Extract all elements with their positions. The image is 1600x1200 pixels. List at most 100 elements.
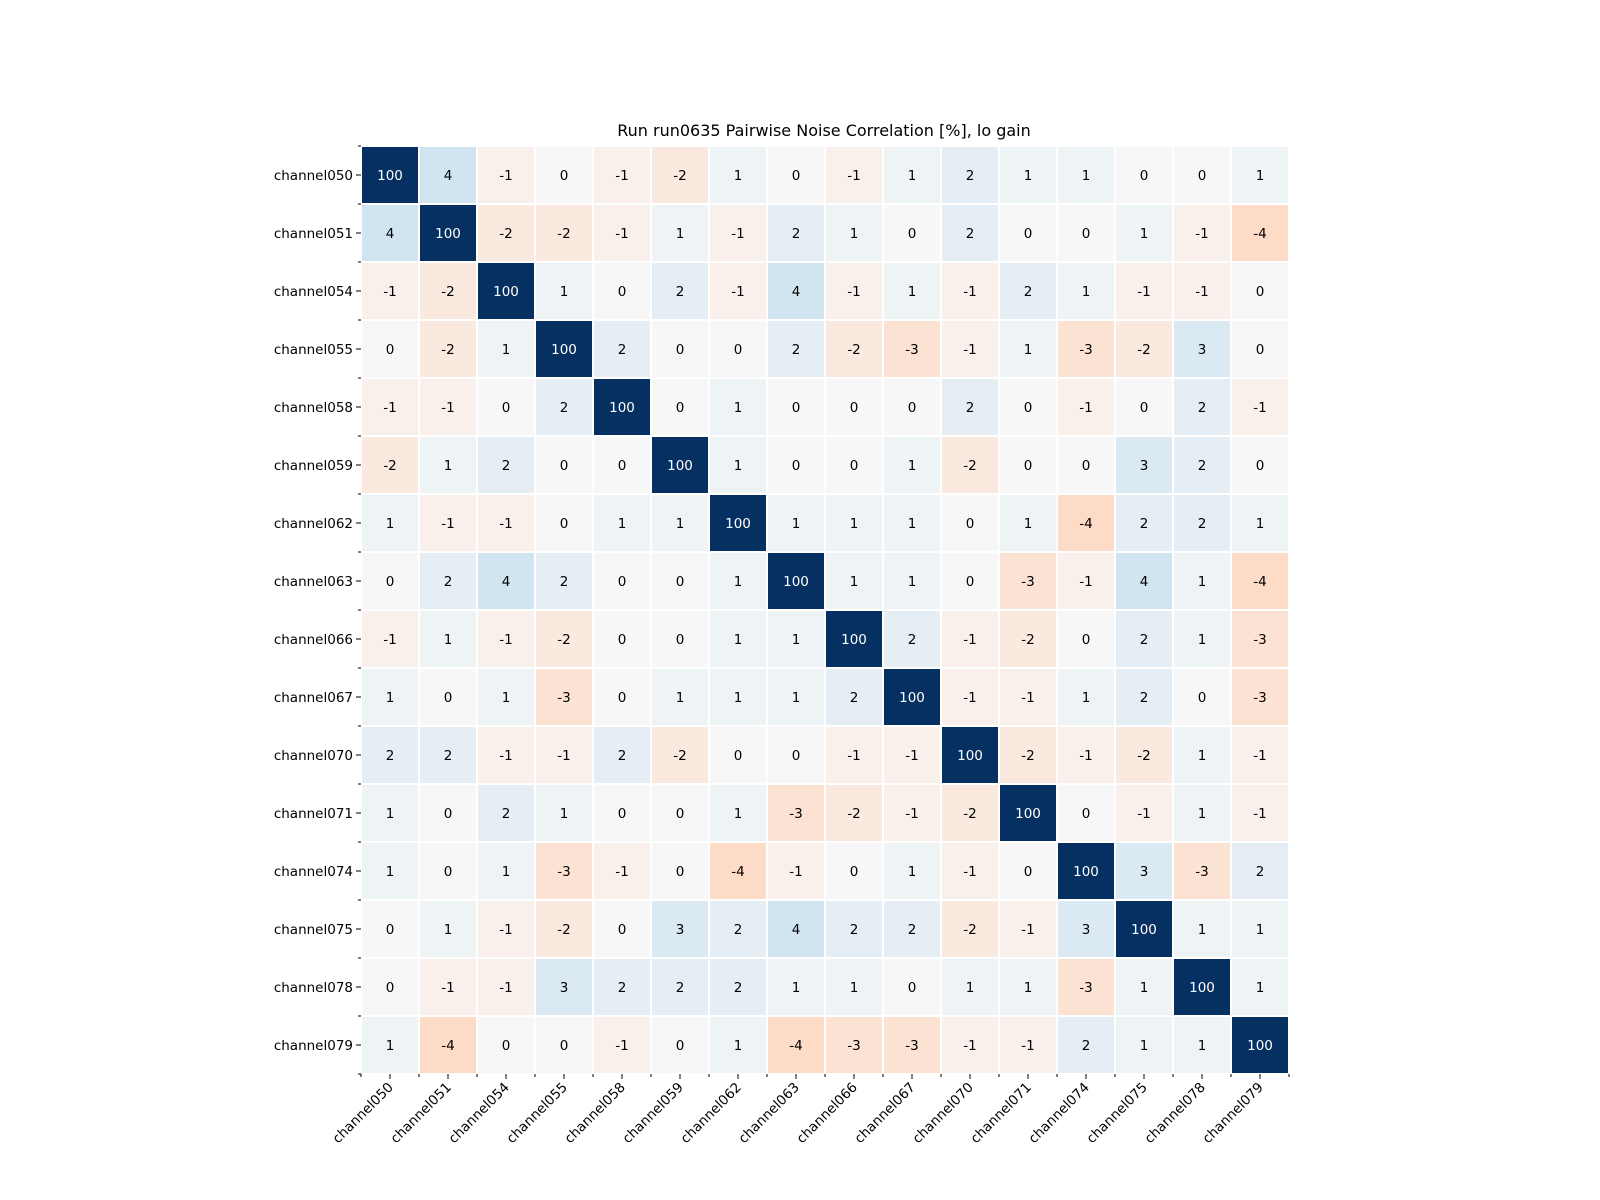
cell-value-label: 0	[618, 574, 627, 590]
heatmap-cell	[768, 263, 824, 319]
cell-value-label: -3	[1253, 632, 1266, 648]
cell-value-label: 0	[560, 516, 569, 532]
cell-value-label: 2	[676, 980, 685, 996]
heatmap-cell	[1116, 1017, 1172, 1073]
heatmap-cell	[536, 785, 592, 841]
cell-value-label: 1	[734, 806, 743, 822]
cell-value-label: 100	[1015, 806, 1041, 822]
cell-value-label: 2	[444, 748, 453, 764]
heatmap-cell	[1058, 205, 1114, 261]
heatmap-cell	[942, 785, 998, 841]
cell-value-label: -1	[847, 284, 860, 300]
cell-value-label: 1	[386, 806, 395, 822]
cell-value-label: 2	[560, 400, 569, 416]
heatmap-cell	[942, 147, 998, 203]
heatmap-cell	[1174, 263, 1230, 319]
x-tick-label: channel051	[388, 1080, 455, 1147]
cell-value-label: -1	[1079, 400, 1092, 416]
cell-value-label: 2	[850, 690, 859, 706]
heatmap-cell	[1000, 959, 1056, 1015]
cell-value-label: 2	[1140, 516, 1149, 532]
heatmap-cell	[1000, 785, 1056, 841]
cell-value-label: 0	[734, 748, 743, 764]
heatmap-cell	[826, 553, 882, 609]
heatmap-cell	[362, 263, 418, 319]
cell-value-label: 2	[1256, 864, 1265, 880]
heatmap-cell	[826, 263, 882, 319]
heatmap-cell	[362, 669, 418, 725]
heatmap-cell	[420, 785, 476, 841]
cell-value-label: 0	[560, 458, 569, 474]
cell-value-label: -3	[789, 806, 802, 822]
heatmap-cell	[478, 263, 534, 319]
heatmap-cell	[594, 727, 650, 783]
cell-value-label: 1	[792, 690, 801, 706]
cell-value-label: 1	[1198, 806, 1207, 822]
cell-value-label: 1	[792, 980, 801, 996]
cell-value-label: 3	[1198, 342, 1207, 358]
cell-value-label: -2	[1021, 632, 1034, 648]
heatmap-cell	[1000, 147, 1056, 203]
x-tick-label: channel075	[1084, 1080, 1151, 1147]
cell-value-label: 1	[850, 980, 859, 996]
cell-value-label: -1	[499, 922, 512, 938]
heatmap-cell	[1232, 611, 1288, 667]
cell-value-label: -1	[905, 806, 918, 822]
cell-value-label: 2	[1198, 516, 1207, 532]
heatmap-cell	[652, 321, 708, 377]
y-axis: channel050 channel051 channel054 channel055…	[274, 145, 361, 1075]
heatmap-cell	[884, 379, 940, 435]
heatmap-cell	[1058, 321, 1114, 377]
cell-value-label: -2	[673, 168, 686, 184]
heatmap-cell	[420, 553, 476, 609]
heatmap-cell	[420, 379, 476, 435]
cell-value-label: 100	[551, 342, 577, 358]
x-tick-label: channel050	[330, 1080, 397, 1147]
cell-value-label: 100	[667, 458, 693, 474]
heatmap-cell	[710, 843, 766, 899]
heatmap-cell	[768, 785, 824, 841]
cell-value-label: 100	[1247, 1038, 1273, 1054]
heatmap-cell	[594, 379, 650, 435]
heatmap-cell	[1232, 321, 1288, 377]
cell-value-label: -1	[963, 690, 976, 706]
heatmap-cell	[826, 611, 882, 667]
cell-value-label: 0	[618, 632, 627, 648]
cell-value-label: 0	[386, 342, 395, 358]
heatmap-cell	[1174, 611, 1230, 667]
heatmap-cell	[942, 495, 998, 551]
cell-value-label: 1	[386, 1038, 395, 1054]
cell-value-label: 2	[502, 458, 511, 474]
heatmap-cell	[884, 321, 940, 377]
cell-value-label: -1	[963, 864, 976, 880]
heatmap-cell	[362, 205, 418, 261]
heatmap-cell	[1116, 379, 1172, 435]
cell-value-label: 1	[734, 690, 743, 706]
heatmap-cell	[478, 147, 534, 203]
heatmap-cell	[420, 321, 476, 377]
cell-value-label: 0	[502, 1038, 511, 1054]
cell-value-label: 1	[1198, 748, 1207, 764]
cell-value-label: 2	[560, 574, 569, 590]
cell-value-label: 0	[792, 458, 801, 474]
cell-value-label: 1	[444, 632, 453, 648]
cell-value-label: -1	[789, 864, 802, 880]
heatmap-cell	[652, 843, 708, 899]
heatmap-cell	[1058, 785, 1114, 841]
cell-value-label: 1	[734, 574, 743, 590]
cell-value-label: -4	[1079, 516, 1092, 532]
cell-value-label: 1	[908, 458, 917, 474]
heatmap-cell	[536, 495, 592, 551]
heatmap-cell	[1174, 959, 1230, 1015]
cell-value-label: 0	[618, 690, 627, 706]
x-tick-label: channel071	[968, 1080, 1035, 1147]
heatmap-cell	[420, 959, 476, 1015]
cell-value-label: 0	[1024, 864, 1033, 880]
cell-value-label: 1	[1140, 226, 1149, 242]
cell-value-label: 1	[676, 226, 685, 242]
heatmap-cell	[1232, 437, 1288, 493]
heatmap-cell	[362, 727, 418, 783]
heatmap-cell	[594, 147, 650, 203]
cell-value-label: 2	[618, 748, 627, 764]
